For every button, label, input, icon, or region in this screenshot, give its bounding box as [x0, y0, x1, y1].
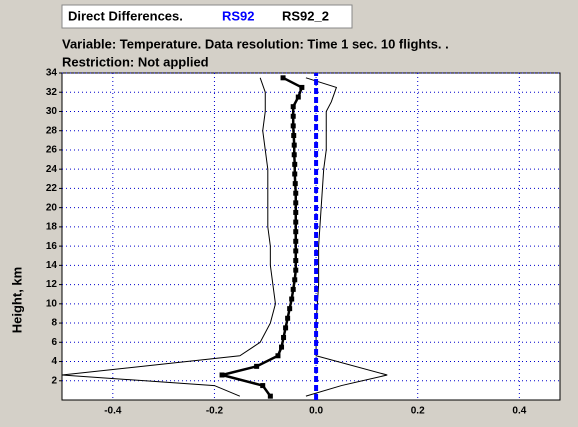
- marker: [285, 315, 291, 321]
- marker: [275, 353, 281, 359]
- y-tick-label: 22: [46, 183, 58, 194]
- marker: [291, 133, 297, 139]
- marker: [293, 267, 299, 273]
- marker: [290, 286, 296, 292]
- y-tick-label: 18: [46, 222, 58, 233]
- marker: [292, 277, 298, 283]
- y-tick-label: 2: [51, 375, 57, 386]
- y-axis-label: Height, km: [9, 267, 24, 333]
- x-tick-label: -0.4: [104, 406, 122, 417]
- y-tick-label: 34: [46, 68, 58, 79]
- marker: [287, 306, 293, 312]
- legend-entry: RS92_2: [282, 8, 329, 23]
- marker: [219, 372, 225, 378]
- y-tick-label: 4: [51, 356, 57, 367]
- y-tick-label: 32: [46, 87, 58, 98]
- x-tick-label: 0.4: [512, 406, 526, 417]
- marker: [299, 84, 305, 90]
- marker: [293, 238, 299, 244]
- marker: [283, 325, 289, 331]
- legend-entry: RS92: [222, 8, 255, 23]
- marker: [293, 200, 299, 206]
- marker: [280, 75, 286, 81]
- chart-title: Direct Differences.: [68, 8, 183, 23]
- y-tick-label: 6: [51, 337, 57, 348]
- y-tick-label: 12: [46, 279, 58, 290]
- series-line: [221, 76, 304, 397]
- marker: [291, 142, 297, 148]
- marker: [290, 104, 296, 110]
- spread-line: [305, 77, 388, 397]
- marker: [293, 229, 299, 235]
- y-tick-label: 24: [46, 164, 58, 175]
- marker: [290, 113, 296, 119]
- marker: [281, 334, 287, 340]
- subtitle: Variable: Temperature. Data resolution: …: [62, 36, 449, 51]
- marker: [289, 296, 295, 302]
- x-tick-label: -0.2: [206, 406, 224, 417]
- y-tick-label: 16: [46, 241, 58, 252]
- y-tick-label: 28: [46, 125, 58, 136]
- y-tick-label: 10: [46, 298, 58, 309]
- marker: [293, 219, 299, 225]
- marker: [292, 181, 298, 187]
- header-box: [61, 4, 353, 29]
- marker: [292, 171, 298, 177]
- restriction-note: Restriction: Not applied: [62, 54, 209, 69]
- y-tick-label: 14: [46, 260, 58, 271]
- y-tick-label: 8: [51, 318, 57, 329]
- x-tick-label: 0.2: [411, 406, 425, 417]
- marker: [279, 344, 285, 350]
- marker: [292, 161, 298, 167]
- marker: [293, 258, 299, 264]
- y-tick-label: 30: [46, 106, 58, 117]
- plot-area: [61, 72, 561, 401]
- x-tick-label: 0.0: [309, 406, 323, 417]
- marker: [254, 363, 260, 369]
- y-tick-label: 20: [46, 202, 58, 213]
- y-tick-label: 26: [46, 145, 58, 156]
- spread-line: [61, 77, 276, 397]
- marker: [293, 190, 299, 196]
- marker: [267, 393, 273, 399]
- marker: [293, 248, 299, 254]
- marker: [293, 209, 299, 215]
- marker: [295, 94, 301, 100]
- marker: [290, 123, 296, 129]
- marker: [260, 383, 266, 389]
- marker: [291, 152, 297, 158]
